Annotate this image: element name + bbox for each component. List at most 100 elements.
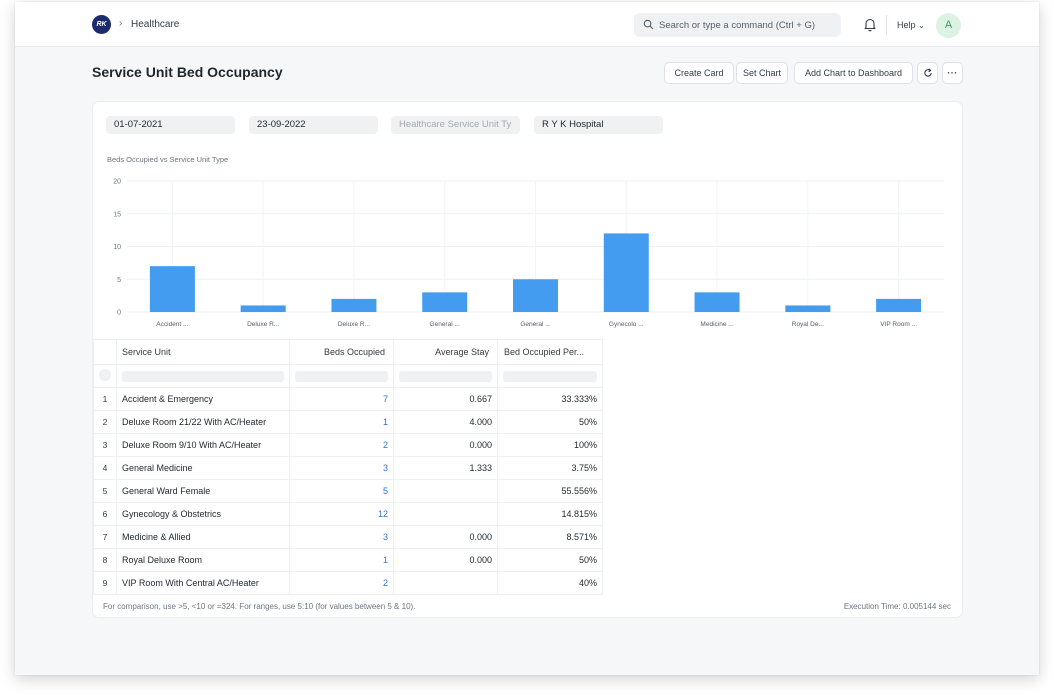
table-row[interactable]: 5 General Ward Female 5 55.556% <box>93 479 603 503</box>
bar[interactable] <box>603 233 649 312</box>
cell-service-unit[interactable]: Medicine & Allied <box>116 525 290 549</box>
cell-beds-occupied[interactable]: 3 <box>289 525 394 549</box>
cell-service-unit[interactable]: Deluxe Room 21/22 With AC/Heater <box>116 410 290 434</box>
cell-service-unit[interactable]: Deluxe Room 9/10 With AC/Heater <box>116 433 290 457</box>
report-card: 01-07-2021 23-09-2022 Healthcare Service… <box>92 101 963 618</box>
refresh-icon <box>923 68 932 77</box>
notification-bell-icon[interactable] <box>863 17 877 32</box>
chevron-right-icon: › <box>119 18 123 29</box>
set-chart-button[interactable]: Set Chart <box>736 62 788 84</box>
row-number: 4 <box>93 456 117 480</box>
cell-average-stay[interactable]: 4.000 <box>393 410 498 434</box>
cell-average-stay[interactable]: 0.000 <box>393 525 498 549</box>
breadcrumb-healthcare[interactable]: Healthcare <box>131 19 180 30</box>
x-tick-label: Deluxe R... <box>247 321 279 328</box>
filter-bed-occupied-percent[interactable] <box>497 364 603 388</box>
table-filter-row <box>93 364 603 388</box>
table-row[interactable]: 9 VIP Room With Central AC/Heater 2 40% <box>93 571 603 595</box>
table-row[interactable]: 6 Gynecology & Obstetrics 12 14.815% <box>93 502 603 526</box>
table-row[interactable]: 2 Deluxe Room 21/22 With AC/Heater 1 4.000 5… <box>93 410 603 434</box>
bar[interactable] <box>876 298 922 312</box>
cell-service-unit[interactable]: Accident & Emergency <box>116 387 290 411</box>
filter-beds-occupied[interactable] <box>289 364 394 388</box>
cell-average-stay[interactable]: 0.000 <box>393 433 498 457</box>
from-date-field[interactable]: 01-07-2021 <box>106 116 235 134</box>
cell-bed-occupied-percent[interactable]: 50% <box>497 410 603 434</box>
cell-bed-occupied-percent[interactable]: 3.75% <box>497 456 603 480</box>
select-all-checkbox[interactable] <box>93 364 117 388</box>
report-table: Service Unit Beds Occupied Average Stay … <box>93 339 603 595</box>
column-header-bed-occupied-percent[interactable]: Bed Occupied Per... <box>497 339 603 365</box>
cell-average-stay[interactable] <box>393 571 498 595</box>
cell-beds-occupied[interactable]: 3 <box>289 456 394 480</box>
bar[interactable] <box>331 298 377 312</box>
x-tick-label: Medicine ... <box>700 321 733 328</box>
cell-bed-occupied-percent[interactable]: 50% <box>497 548 603 572</box>
cell-beds-occupied[interactable]: 7 <box>289 387 394 411</box>
cell-service-unit[interactable]: General Medicine <box>116 456 290 480</box>
filter-service-unit[interactable] <box>116 364 290 388</box>
to-date-field[interactable]: 23-09-2022 <box>249 116 378 134</box>
cell-service-unit[interactable]: Gynecology & Obstetrics <box>116 502 290 526</box>
search-bar[interactable]: Search or type a command (Ctrl + G) <box>634 13 841 37</box>
app-logo[interactable]: RK <box>92 15 111 34</box>
cell-bed-occupied-percent[interactable]: 8.571% <box>497 525 603 549</box>
row-number: 8 <box>93 548 117 572</box>
cell-average-stay[interactable] <box>393 502 498 526</box>
table-row[interactable]: 4 General Medicine 3 1.333 3.75% <box>93 456 603 480</box>
cell-beds-occupied[interactable]: 2 <box>289 433 394 457</box>
table-row[interactable]: 3 Deluxe Room 9/10 With AC/Heater 2 0.000 10… <box>93 433 603 457</box>
table-header-row: Service Unit Beds Occupied Average Stay … <box>93 339 603 365</box>
bar[interactable] <box>785 305 831 312</box>
bar[interactable] <box>513 279 558 312</box>
company-field[interactable]: R Y K Hospital <box>534 116 663 134</box>
x-tick-label: General ... <box>430 321 461 328</box>
app-window: RK › Healthcare Search or type a command… <box>15 2 1039 675</box>
filter-average-stay[interactable] <box>393 364 498 388</box>
bar[interactable] <box>149 266 195 312</box>
add-chart-to-dashboard-button[interactable]: Add Chart to Dashboard <box>794 62 913 84</box>
search-icon <box>643 19 654 30</box>
cell-bed-occupied-percent[interactable]: 40% <box>497 571 603 595</box>
service-unit-type-field[interactable]: Healthcare Service Unit Ty <box>391 116 520 134</box>
cell-bed-occupied-percent[interactable]: 33.333% <box>497 387 603 411</box>
cell-beds-occupied[interactable]: 12 <box>289 502 394 526</box>
cell-average-stay[interactable] <box>393 479 498 503</box>
column-header-beds-occupied[interactable]: Beds Occupied <box>289 339 394 365</box>
cell-bed-occupied-percent[interactable]: 14.815% <box>497 502 603 526</box>
create-card-button[interactable]: Create Card <box>664 62 734 84</box>
table-row[interactable]: 8 Royal Deluxe Room 1 0.000 50% <box>93 548 603 572</box>
x-tick-label: Gynecolo ... <box>609 321 644 328</box>
cell-service-unit[interactable]: VIP Room With Central AC/Heater <box>116 571 290 595</box>
cell-bed-occupied-percent[interactable]: 100% <box>497 433 603 457</box>
row-number: 7 <box>93 525 117 549</box>
bar[interactable] <box>694 292 740 312</box>
navbar-divider <box>886 15 887 35</box>
table-row[interactable]: 7 Medicine & Allied 3 0.000 8.571% <box>93 525 603 549</box>
page-title: Service Unit Bed Occupancy <box>92 64 283 80</box>
table-row[interactable]: 1 Accident & Emergency 7 0.667 33.333% <box>93 387 603 411</box>
cell-bed-occupied-percent[interactable]: 55.556% <box>497 479 603 503</box>
row-number: 6 <box>93 502 117 526</box>
x-tick-label: Deluxe R... <box>338 321 370 328</box>
cell-average-stay[interactable]: 1.333 <box>393 456 498 480</box>
cell-service-unit[interactable]: General Ward Female <box>116 479 290 503</box>
cell-service-unit[interactable]: Royal Deluxe Room <box>116 548 290 572</box>
row-number: 3 <box>93 433 117 457</box>
help-label: Help <box>897 20 916 30</box>
column-header-average-stay[interactable]: Average Stay <box>393 339 498 365</box>
more-options-button[interactable]: ··· <box>942 62 963 84</box>
cell-beds-occupied[interactable]: 1 <box>289 548 394 572</box>
help-dropdown[interactable]: Help ⌄ <box>897 20 925 30</box>
column-header-service-unit[interactable]: Service Unit <box>116 339 290 365</box>
user-avatar[interactable]: A <box>936 13 961 38</box>
cell-beds-occupied[interactable]: 5 <box>289 479 394 503</box>
refresh-button[interactable] <box>917 62 938 84</box>
bar[interactable] <box>422 292 468 312</box>
cell-average-stay[interactable]: 0.667 <box>393 387 498 411</box>
cell-average-stay[interactable]: 0.000 <box>393 548 498 572</box>
cell-beds-occupied[interactable]: 2 <box>289 571 394 595</box>
bar[interactable] <box>240 305 286 312</box>
cell-beds-occupied[interactable]: 1 <box>289 410 394 434</box>
y-tick-label: 10 <box>113 244 121 251</box>
